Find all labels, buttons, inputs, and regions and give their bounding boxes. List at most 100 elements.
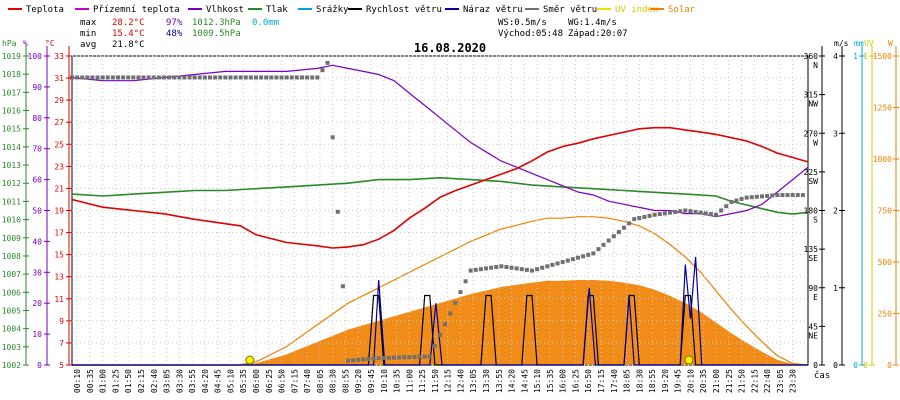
- axis-label: m/s: [834, 39, 849, 48]
- wd-point: [427, 354, 432, 359]
- axis-tick-label: 17: [54, 229, 64, 238]
- wd-point: [131, 75, 136, 80]
- axis-tick-label: 1009: [2, 234, 21, 243]
- legend-item-ground: Přízemní teplota: [75, 5, 180, 15]
- axis-tick-label: 21: [54, 184, 64, 193]
- wd-point: [734, 198, 739, 203]
- wd-point: [443, 322, 448, 327]
- axis-tick-label: 50: [32, 207, 42, 216]
- wd-point: [616, 229, 621, 234]
- wd-point: [662, 211, 667, 216]
- wd-point: [744, 195, 749, 200]
- wd-point: [448, 311, 453, 316]
- axis-label: hPa: [2, 39, 17, 48]
- x-tick-label: 13:30: [482, 369, 491, 393]
- wd-point: [376, 356, 381, 361]
- axis-tick-label: 13: [54, 273, 64, 282]
- wd-point: [540, 265, 545, 270]
- x-tick-label: 04:45: [214, 369, 223, 393]
- axis-tick-label: 4: [833, 52, 838, 61]
- legend-item-solar: Solar: [650, 5, 696, 15]
- axis-tick-label: 27: [54, 118, 64, 127]
- axis-tick-label: 750: [878, 207, 893, 216]
- axes: hPa1019101810171016101510141013101210111…: [2, 39, 899, 370]
- axis-tick-label: 1019: [2, 52, 21, 61]
- axis-tick-label: 1015: [2, 125, 21, 134]
- wd-point: [484, 266, 488, 271]
- wd-point: [386, 355, 391, 360]
- axis-tick-label: 70: [32, 145, 42, 154]
- axis-tick-label: 180: [804, 207, 819, 216]
- wd-point: [284, 75, 289, 80]
- wd-point: [208, 75, 212, 80]
- wd-point: [570, 257, 575, 262]
- chart-title: 16.08.2020: [414, 41, 486, 55]
- axis-tick-label: 225: [804, 168, 819, 177]
- axis-tick-label: 11: [54, 295, 64, 304]
- x-tick-label: 09:20: [354, 369, 363, 393]
- x-tick-label: 16:00: [559, 369, 568, 393]
- x-tick-label: 05:10: [226, 369, 235, 393]
- wd-point: [739, 197, 744, 202]
- x-tick-label: 09:45: [367, 369, 376, 393]
- x-tick-label: 05:35: [239, 369, 248, 393]
- axis-tick-label: 100: [28, 52, 43, 61]
- wd-point: [340, 284, 345, 289]
- wd-point: [105, 75, 110, 80]
- wd-point: [417, 354, 422, 359]
- axis-tick-label: 1017: [2, 88, 21, 97]
- axis-label: W: [888, 39, 893, 48]
- wd-point: [458, 290, 463, 295]
- wd-point: [504, 265, 509, 270]
- stat-min-press: 1009.5hPa: [192, 29, 241, 39]
- wd-point: [75, 75, 80, 80]
- axis-label: UV: [864, 39, 874, 48]
- axis-ms: m/s 4 3 2 1 0: [833, 39, 848, 370]
- legend-label: Solar: [668, 5, 696, 15]
- stat-max-press: 1012.3hPa: [192, 18, 241, 28]
- axis-label: %: [23, 39, 28, 48]
- wd-point: [346, 358, 350, 363]
- wd-point: [463, 279, 468, 284]
- wd-point: [586, 252, 591, 257]
- wd-point: [683, 208, 688, 213]
- wd-point: [269, 75, 274, 80]
- wd-point: [402, 355, 407, 360]
- wd-point: [95, 75, 100, 80]
- axis-tick-label: 1018: [2, 70, 21, 79]
- wd-point: [795, 193, 800, 198]
- wd-point: [637, 216, 642, 221]
- legend-label: Náraz větru: [463, 5, 523, 15]
- wd-point: [468, 268, 473, 273]
- axis-uv: UV 1 0: [863, 39, 875, 370]
- axis-tick-label: 31: [54, 74, 64, 83]
- wd-point: [642, 214, 647, 219]
- axis-tick-label: 315: [804, 91, 819, 100]
- axis-tick-label: 80: [32, 114, 42, 123]
- axis-tick-label: 250: [878, 310, 893, 319]
- stats-panel: max 28.2°C 97% 1012.3hPa 0.0mm min 15.4°…: [80, 18, 628, 50]
- wd-point: [279, 75, 284, 80]
- axis-tick-label: 1012: [2, 179, 21, 188]
- wd-point: [765, 193, 770, 198]
- legend-item-ws: Rychlost větru: [348, 5, 442, 15]
- wd-point: [356, 357, 361, 362]
- axis-tick-label: 0: [887, 361, 892, 370]
- stat-max-temp: 28.2°C: [112, 18, 145, 28]
- x-tick-label: 23:05: [776, 369, 785, 393]
- x-tick-label: 10:35: [393, 369, 402, 393]
- wd-point: [591, 251, 596, 256]
- wd-point: [371, 356, 376, 361]
- wd-point: [729, 199, 734, 204]
- x-tick-label: 01:00: [99, 369, 108, 393]
- series-temp-line: [71, 126, 809, 249]
- wd-point: [688, 209, 693, 214]
- axis-tick-label: 1007: [2, 270, 21, 279]
- wd-point: [555, 261, 560, 266]
- x-tick-label: 04:20: [201, 369, 210, 393]
- legend-item-wg: Náraz větru: [445, 5, 523, 15]
- wd-point: [581, 254, 586, 259]
- x-axis-unit-label: čas: [814, 370, 830, 381]
